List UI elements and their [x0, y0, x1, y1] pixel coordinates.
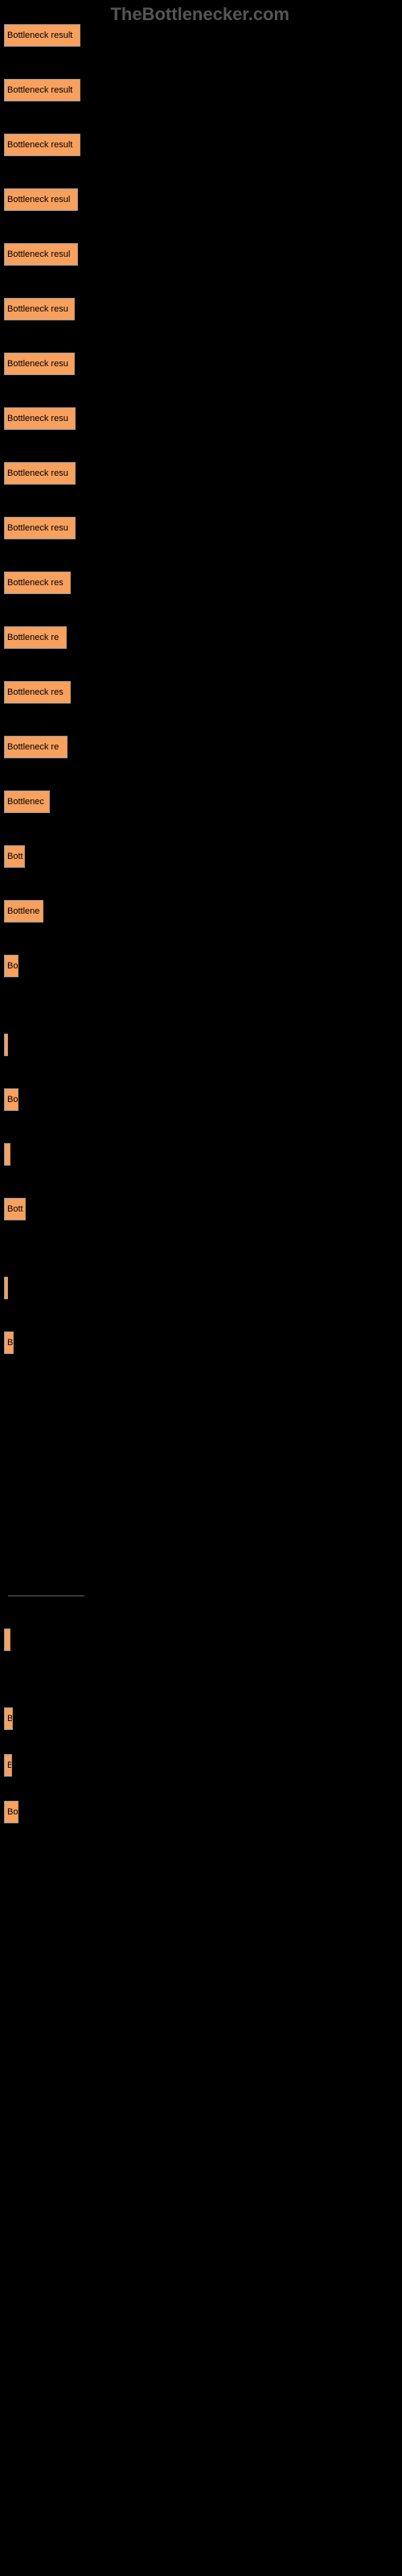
bar-row [4, 1629, 402, 1651]
chart-bar: Bottleneck result [4, 79, 80, 101]
bar-label: Bottlene [7, 906, 39, 916]
chart-bar: Bottleneck re [4, 626, 67, 649]
bar-row: Bottlenec [4, 791, 402, 813]
chart-bar: Bo [4, 1801, 18, 1823]
bar-label: Bottlenec [7, 797, 44, 807]
bar-row [4, 1143, 402, 1166]
bar-label: B [7, 1714, 13, 1724]
chart-container: Bottleneck result Bottleneck result Bottle… [0, 0, 402, 1823]
bar-label: Bottleneck re [7, 742, 59, 752]
bar-label: Bottleneck res [7, 687, 64, 697]
bar-row: Bottleneck result [4, 79, 402, 101]
chart-bar: Bottleneck re [4, 736, 68, 758]
chart-bar: Bo [4, 955, 18, 977]
bar-row: Bottlene [4, 900, 402, 923]
bar-row: Bo [4, 955, 402, 977]
chart-bar: Bo [4, 1088, 18, 1111]
bar-label: B [7, 1761, 12, 1770]
bar-row [4, 1034, 402, 1056]
chart-bar: Bottleneck resu [4, 298, 75, 320]
watermark-text: TheBottlenecker.com [110, 4, 289, 25]
bar-row [4, 1277, 402, 1299]
chart-bar: Bottlenec [4, 791, 50, 813]
bar-row: Bottleneck resul [4, 188, 402, 211]
chart-bar: Bottleneck resu [4, 407, 76, 430]
chart-bar: B [4, 1707, 13, 1730]
bar-label: B [7, 1338, 13, 1348]
bar-row: Bottleneck resu [4, 462, 402, 485]
bar-label: Bott [7, 852, 23, 861]
chart-bar [4, 1277, 8, 1299]
chart-bar [4, 1143, 10, 1166]
bar-label: Bottleneck resu [7, 523, 68, 533]
bar-row: Bottleneck res [4, 572, 402, 594]
bar-row: Bottleneck result [4, 24, 402, 47]
chart-bar: Bott [4, 1198, 26, 1220]
bars-area: Bottleneck result Bottleneck result Bottle… [4, 24, 402, 1823]
chart-bar: Bottleneck resul [4, 243, 78, 266]
chart-bar: B [4, 1754, 12, 1777]
bar-row: Bott [4, 845, 402, 868]
bar-label: Bottleneck result [7, 85, 72, 95]
chart-bar: Bottleneck res [4, 572, 71, 594]
chart-bar: Bottlene [4, 900, 43, 923]
bar-label: Bo [7, 961, 18, 971]
chart-bar: Bottleneck res [4, 681, 71, 704]
bar-row: Bottleneck re [4, 626, 402, 649]
chart-bar: Bottleneck resul [4, 188, 78, 211]
bar-label: Bottleneck resu [7, 304, 68, 314]
chart-bar: Bott [4, 845, 25, 868]
bar-label: Bottleneck result [7, 140, 72, 150]
bar-label: Bottleneck result [7, 31, 72, 40]
bar-row: B [4, 1754, 402, 1777]
bar-row: Bottleneck resu [4, 407, 402, 430]
bar-label: Bott [7, 1204, 23, 1214]
bar-row: B [4, 1707, 402, 1730]
bar-row: Bottleneck result [4, 134, 402, 156]
chart-bar [4, 1034, 8, 1056]
chart-bar: Bottleneck result [4, 24, 80, 47]
bar-row: Bottleneck resul [4, 243, 402, 266]
chart-bar: Bottleneck resu [4, 353, 75, 375]
bar-row: Bottleneck resu [4, 517, 402, 539]
bar-label: Bottleneck resu [7, 414, 68, 423]
bar-row: Bottleneck resu [4, 298, 402, 320]
bar-row: Bo [4, 1801, 402, 1823]
bar-label: Bottleneck resul [7, 250, 70, 259]
bar-label: Bottleneck resu [7, 359, 68, 369]
bar-row: Bottleneck res [4, 681, 402, 704]
bar-label: Bottleneck res [7, 578, 64, 588]
bar-label: Bottleneck re [7, 633, 59, 642]
bar-row: Bo [4, 1088, 402, 1111]
bar-label: Bottleneck resu [7, 469, 68, 478]
chart-bar [4, 1629, 10, 1651]
bar-row: Bottleneck re [4, 736, 402, 758]
chart-bar: Bottleneck result [4, 134, 80, 156]
bar-row: Bott [4, 1198, 402, 1220]
bar-row: Bottleneck resu [4, 353, 402, 375]
bar-label: Bottleneck resul [7, 195, 70, 204]
bar-label: Bo [7, 1095, 18, 1104]
chart-bar: B [4, 1331, 14, 1354]
bar-row: B [4, 1331, 402, 1354]
bar-label: Bo [7, 1807, 18, 1817]
chart-bar: Bottleneck resu [4, 462, 76, 485]
chart-bar: Bottleneck resu [4, 517, 76, 539]
